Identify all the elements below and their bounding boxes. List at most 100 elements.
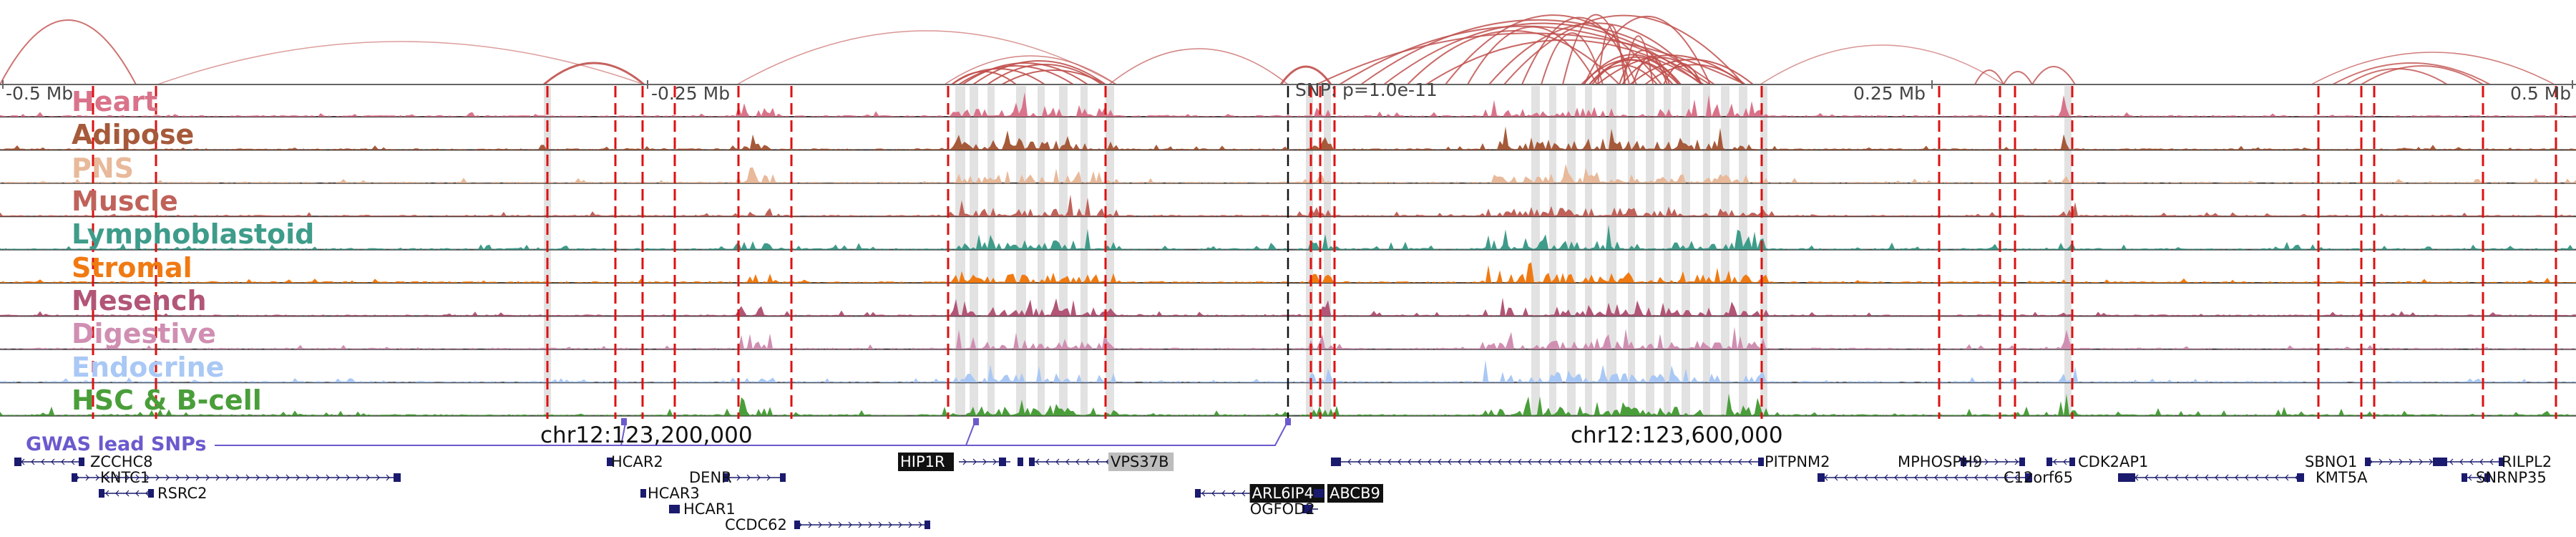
gene-exon	[2118, 473, 2135, 482]
gene-label-zcchc8: ZCCHC8	[90, 453, 153, 470]
highlight-band	[2064, 86, 2072, 417]
gene-exon	[1961, 458, 1966, 466]
gene-label-kntc1: KNTC1	[100, 469, 150, 486]
highlight-band	[1038, 86, 1045, 417]
loop-arc	[1445, 14, 1662, 85]
lead-snp-label: SNP: p=1.0e-11	[1295, 79, 1438, 100]
loop-arc	[1316, 32, 1746, 85]
gwas-lead-snps: GWAS lead SNPs chr12:123,200,000 chr12:1…	[26, 418, 1783, 455]
loop-arc	[1108, 48, 1289, 85]
gene-exon	[2462, 473, 2467, 482]
loop-arc	[1589, 64, 1658, 85]
loop-arc	[1581, 59, 1679, 85]
gene-label-ogfod2: OGFOD2	[1250, 500, 1315, 518]
gene-label-snrnp35: SNRNP35	[2476, 469, 2547, 486]
gene-label-highlight	[898, 453, 954, 471]
highlight-band	[1016, 86, 1026, 417]
gene-label-denr: DENR	[689, 469, 732, 486]
gene-exon	[1314, 489, 1324, 498]
chromatin-loop-arcs	[0, 14, 2555, 86]
loop-arc	[1760, 44, 2004, 85]
track-label-pns: PNS	[72, 153, 134, 184]
highlight-band	[1567, 86, 1576, 417]
track-label-stromal: Stromal	[72, 252, 192, 284]
highlight-band	[1549, 86, 1556, 417]
axis-label-left: -0.5 Mb	[6, 83, 73, 104]
gene-exon	[1018, 458, 1023, 466]
loop-arc	[736, 30, 1117, 85]
track-label-muscle: Muscle	[72, 185, 178, 217]
loop-arc	[962, 62, 1088, 85]
gwas-snp-marker	[621, 418, 627, 425]
gwas-snp-marker	[973, 418, 979, 425]
gene-exon	[1195, 489, 1201, 498]
track-label-heart: Heart	[72, 86, 157, 117]
gene-exon	[2484, 473, 2490, 482]
gene-exon	[640, 489, 646, 498]
highlight-band	[1721, 86, 1729, 417]
gene-exon	[14, 458, 21, 466]
highlight-band	[1739, 86, 1747, 417]
strand-chevrons	[2368, 458, 2433, 465]
gene-exon	[924, 521, 930, 529]
gwas-connector	[966, 420, 1289, 446]
accessibility-signal	[0, 393, 2576, 416]
gene-exon	[723, 473, 728, 482]
gene-label-arl6ip4: ARL6IP4	[1252, 485, 1314, 502]
loop-arc	[1597, 24, 1626, 85]
gene-label-hcar3: HCAR3	[648, 485, 700, 502]
loop-arc	[1488, 22, 1703, 85]
gene-label-highlight	[1249, 484, 1324, 503]
loop-arc	[958, 65, 1074, 85]
track-label-endocrine: Endocrine	[72, 352, 224, 383]
gene-label-sbno1: SBNO1	[2305, 453, 2357, 470]
gene-label-hcar1: HCAR1	[683, 500, 736, 518]
gene-exon	[148, 489, 154, 498]
track-label-mesench: Mesench	[72, 285, 207, 316]
loop-arc	[0, 19, 137, 85]
gene-label-highlight	[1108, 453, 1174, 471]
gene-exon	[2297, 473, 2304, 482]
gwas-snp-marker	[1285, 418, 1291, 425]
highlight-band	[1531, 86, 1540, 417]
strand-chevrons	[105, 490, 150, 497]
loop-arc	[1621, 57, 1702, 85]
loop-arc	[1644, 64, 1746, 85]
gene-label-hcar2: HCAR2	[611, 453, 663, 470]
axis-label-right: 0.5 Mb	[2510, 83, 2571, 104]
gene-exon	[780, 473, 786, 482]
gene-exon	[2069, 458, 2075, 466]
strand-chevrons	[726, 474, 771, 481]
gene-label-ccdc62: CCDC62	[725, 516, 787, 533]
gene-label-kmt5a: KMT5A	[2316, 469, 2368, 486]
loop-arc	[1467, 26, 1598, 85]
strand-chevrons	[1964, 458, 2019, 465]
gene-exon	[607, 458, 614, 466]
gene-label-c12orf65: C12orf65	[2004, 469, 2073, 486]
strand-chevrons	[2053, 458, 2067, 465]
highlight-bands	[544, 86, 2072, 417]
position-axis: -0.5 Mb -0.25 Mb SNP: p=1.0e-11 0.25 Mb …	[0, 79, 2576, 104]
track-labels: Heart Adipose PNS Muscle Lymphoblastoid …	[72, 86, 314, 416]
gene-label-rsrc2: RSRC2	[157, 485, 208, 502]
gene-label-abcb9: ABCB9	[1330, 485, 1380, 502]
gene-exon	[394, 473, 401, 482]
gene-exon	[2433, 458, 2447, 466]
highlight-band	[1059, 86, 1068, 417]
gene-label-vps37b: VPS37B	[1111, 453, 1169, 470]
gene-exon	[1331, 458, 1341, 466]
gene-label-pitpnm2: PITPNM2	[1765, 453, 1830, 470]
highlight-band	[1664, 86, 1671, 417]
highlight-band	[955, 86, 965, 417]
gene-label-cdk2ap1: CDK2AP1	[2078, 453, 2148, 470]
gene-exon	[2499, 458, 2504, 466]
gene-exon	[2025, 473, 2032, 482]
gene-exon	[999, 458, 1006, 466]
gene-label-mphosph9: MPHOSPH9	[1898, 453, 1982, 470]
loop-arc	[1584, 16, 1711, 85]
loop-arc	[2311, 52, 2555, 85]
gene-exon	[79, 458, 84, 466]
highlight-band	[1646, 86, 1654, 417]
